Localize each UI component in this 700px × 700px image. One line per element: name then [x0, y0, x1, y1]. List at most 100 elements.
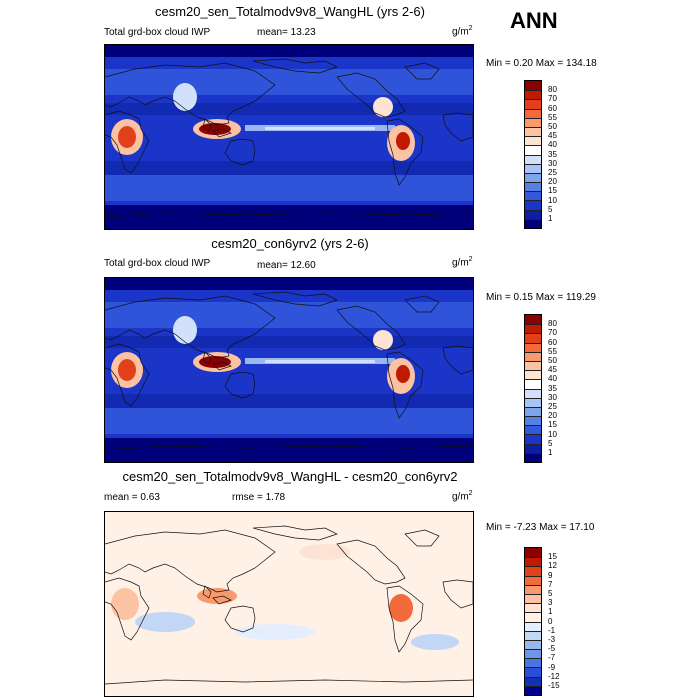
colorbar-tick-label: 20 — [548, 177, 557, 187]
colorbar-swatch — [525, 360, 541, 371]
colorbar-tick-label: 10 — [548, 195, 557, 205]
tibet-plateau-feature — [173, 83, 197, 111]
colorbar-swatch — [525, 676, 541, 686]
colorbar-swatch — [525, 406, 541, 417]
coastline — [336, 305, 406, 351]
coastline — [386, 118, 424, 186]
sh-subtropics — [105, 161, 473, 175]
colorbar-tick-label: 55 — [548, 112, 557, 122]
colorbar-tick-label: 9 — [548, 570, 553, 580]
colorbar-swatch — [525, 434, 541, 444]
season-label: ANN — [510, 8, 558, 33]
colorbar-swatch — [525, 612, 541, 622]
maritime-continent-core — [199, 356, 231, 368]
colorbar-swatch — [525, 182, 541, 192]
coastline — [336, 539, 406, 585]
colorbar-swatch — [525, 603, 541, 613]
colorbar-tick-label: 40 — [548, 140, 557, 150]
colorbar-swatch — [525, 172, 541, 183]
coastline — [212, 595, 232, 605]
arctic-band — [105, 45, 473, 57]
coastline — [336, 72, 406, 118]
colorbar-tick-label: 80 — [548, 319, 557, 329]
colorbar-tick-label: 45 — [548, 131, 557, 141]
panel3-mean: mean = 0.63 — [104, 492, 160, 503]
colorbar-tick-label: 25 — [548, 402, 557, 411]
coastline — [224, 605, 256, 633]
coastline — [386, 351, 424, 419]
colorbar-tick-label: 5 — [548, 589, 553, 598]
colorbar-swatch — [525, 557, 541, 567]
coastline — [105, 62, 276, 126]
panel2-map — [104, 277, 474, 463]
colorbar-swatch — [525, 425, 541, 435]
coastline — [105, 577, 150, 641]
coastline — [252, 291, 338, 307]
panel2-title: cesm20_con6yrv2 (yrs 2-6) — [211, 236, 369, 251]
colorbar-swatch — [525, 452, 541, 462]
coastline — [105, 679, 473, 685]
colorbar-tick-label: 1 — [548, 448, 553, 457]
maritime-continent-core — [199, 123, 231, 135]
colorbar-swatch — [525, 333, 541, 343]
colorbar-swatch — [525, 90, 541, 100]
colorbar-swatch — [525, 397, 541, 407]
colorbar-swatch — [525, 593, 541, 604]
panel1-colorbar — [524, 80, 542, 229]
sh-storm-track — [105, 175, 473, 201]
colorbar-tick-label: 40 — [548, 374, 557, 384]
colorbar-swatch — [525, 548, 541, 558]
colorbar-tick-label: 0 — [548, 616, 553, 626]
colorbar-swatch — [525, 315, 541, 325]
colorbar-swatch — [525, 630, 541, 640]
colorbar-tick-label: 15 — [548, 420, 557, 430]
africa-anomaly — [111, 588, 139, 620]
colorbar-tick-label: 5 — [548, 438, 553, 448]
south-atlantic-anomaly — [411, 634, 459, 650]
colorbar-tick-label: 30 — [548, 392, 557, 402]
coastline — [212, 361, 232, 371]
colorbar-tick-label: 25 — [548, 168, 557, 177]
colorbar-tick-label: 45 — [548, 365, 557, 375]
panel1-variable-label: Total grd-box cloud IWP — [104, 27, 211, 38]
colorbar-tick-label: 20 — [548, 411, 557, 421]
panel3-units: g/m2 — [452, 490, 473, 503]
colorbar-swatch — [525, 126, 541, 137]
coastline — [224, 138, 256, 166]
colorbar-tick-label: 60 — [548, 103, 557, 113]
panel1-title: cesm20_sen_Totalmodv9v8_WangHL (yrs 2-6) — [155, 4, 425, 19]
colorbar-swatch — [525, 639, 541, 650]
colorbar-swatch — [525, 163, 541, 173]
panel1-mean: mean= 13.23 — [257, 27, 316, 38]
colorbar-swatch — [525, 388, 541, 398]
colorbar-tick-label: 80 — [548, 85, 557, 95]
colorbar-swatch — [525, 621, 541, 631]
colorbar-swatch — [525, 584, 541, 594]
nh-storm-track — [105, 302, 473, 328]
colorbar-tick-label: 15 — [548, 552, 557, 562]
colorbar-swatch — [525, 200, 541, 210]
panel1-units: g/m2 — [452, 25, 473, 38]
colorbar-tick-label: 70 — [548, 328, 557, 338]
coastline — [386, 585, 424, 653]
colorbar-tick-label: 50 — [548, 356, 557, 365]
antarctic-band — [105, 438, 473, 462]
colorbar-tick-label: 60 — [548, 337, 557, 347]
colorbar-tick-label: 35 — [548, 149, 557, 159]
itcz-core — [265, 127, 375, 130]
colorbar-swatch — [525, 416, 541, 426]
colorbar-swatch — [525, 649, 541, 659]
map-background — [105, 512, 473, 696]
coastline — [404, 295, 440, 313]
coastline — [404, 529, 440, 547]
panel2-minmax: Min = 0.15 Max = 119.29 — [486, 292, 596, 303]
coastline — [442, 112, 473, 142]
coastline — [212, 128, 232, 138]
colorbar-swatch — [525, 209, 541, 219]
south-pacific-anomaly — [235, 624, 315, 640]
south-america-anomaly — [389, 594, 413, 622]
colorbar-tick-label: 3 — [548, 598, 553, 608]
colorbar-swatch — [525, 81, 541, 91]
colorbar-swatch — [525, 218, 541, 228]
colorbar-swatch — [525, 667, 541, 677]
